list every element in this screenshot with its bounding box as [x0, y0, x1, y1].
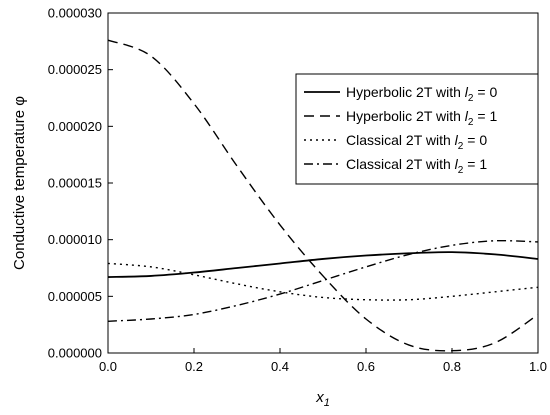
series-hyperbolic-l2-0-legend-label: Hyperbolic 2T with l2 = 0 — [346, 84, 497, 104]
x-tick-label: 0.2 — [185, 359, 203, 374]
y-tick-label: 0.000000 — [48, 346, 102, 361]
y-tick-label: 0.000030 — [48, 6, 102, 21]
series-classical-l2-1-line — [107, 239, 539, 322]
y-axis: 0.000000 0.000005 0.000010 0.000015 0.000020… — [48, 6, 113, 361]
y-tick-label: 0.000015 — [48, 176, 102, 191]
x-tick-label: 0.4 — [271, 359, 289, 374]
y-tick-label: 0.000020 — [48, 119, 102, 134]
legend: Hyperbolic 2T with l2 = 0 Hyperbolic 2T w… — [295, 73, 539, 185]
series-hyperbolic-l2-1-line — [107, 39, 539, 352]
x-axis: 0.0 0.2 0.4 0.6 0.8 1.0 — [99, 348, 547, 374]
x-tick-label: 0.8 — [443, 359, 461, 374]
series-hyperbolic-l2-0-line — [107, 251, 539, 278]
series-hyperbolic-l2-1-legend-label: Hyperbolic 2T with l2 = 1 — [346, 108, 497, 128]
series-classical-l2-1-legend-label: Classical 2T with l2 = 1 — [346, 156, 487, 176]
x-axis-title: x1 — [315, 389, 330, 409]
y-tick-label: 0.000010 — [48, 232, 102, 247]
x-tick-label: 0.6 — [357, 359, 375, 374]
y-tick-label: 0.000005 — [48, 289, 102, 304]
series-classical-l2-0-line — [107, 262, 539, 301]
y-axis-title: Conductive temperature φ — [11, 96, 28, 270]
x-tick-label: 1.0 — [529, 359, 547, 374]
y-tick-label: 0.000025 — [48, 62, 102, 77]
series-layer — [107, 39, 539, 352]
series-classical-l2-0-legend-label: Classical 2T with l2 = 0 — [346, 132, 487, 152]
x-tick-label: 0.0 — [99, 359, 117, 374]
